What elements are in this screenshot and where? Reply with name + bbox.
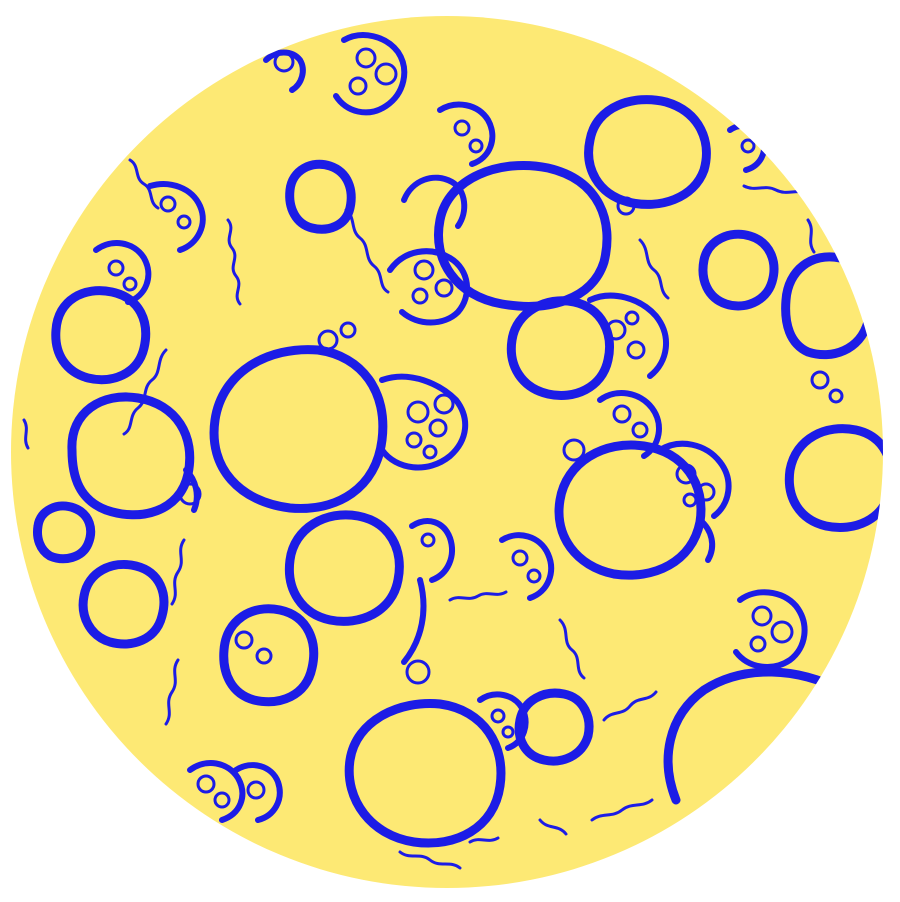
foam-bridges xyxy=(93,32,808,823)
blue-cell-network xyxy=(22,32,883,870)
foam-bubbles xyxy=(107,47,844,809)
yellow-field-disc xyxy=(11,16,883,888)
wavy-filaments xyxy=(22,158,816,870)
